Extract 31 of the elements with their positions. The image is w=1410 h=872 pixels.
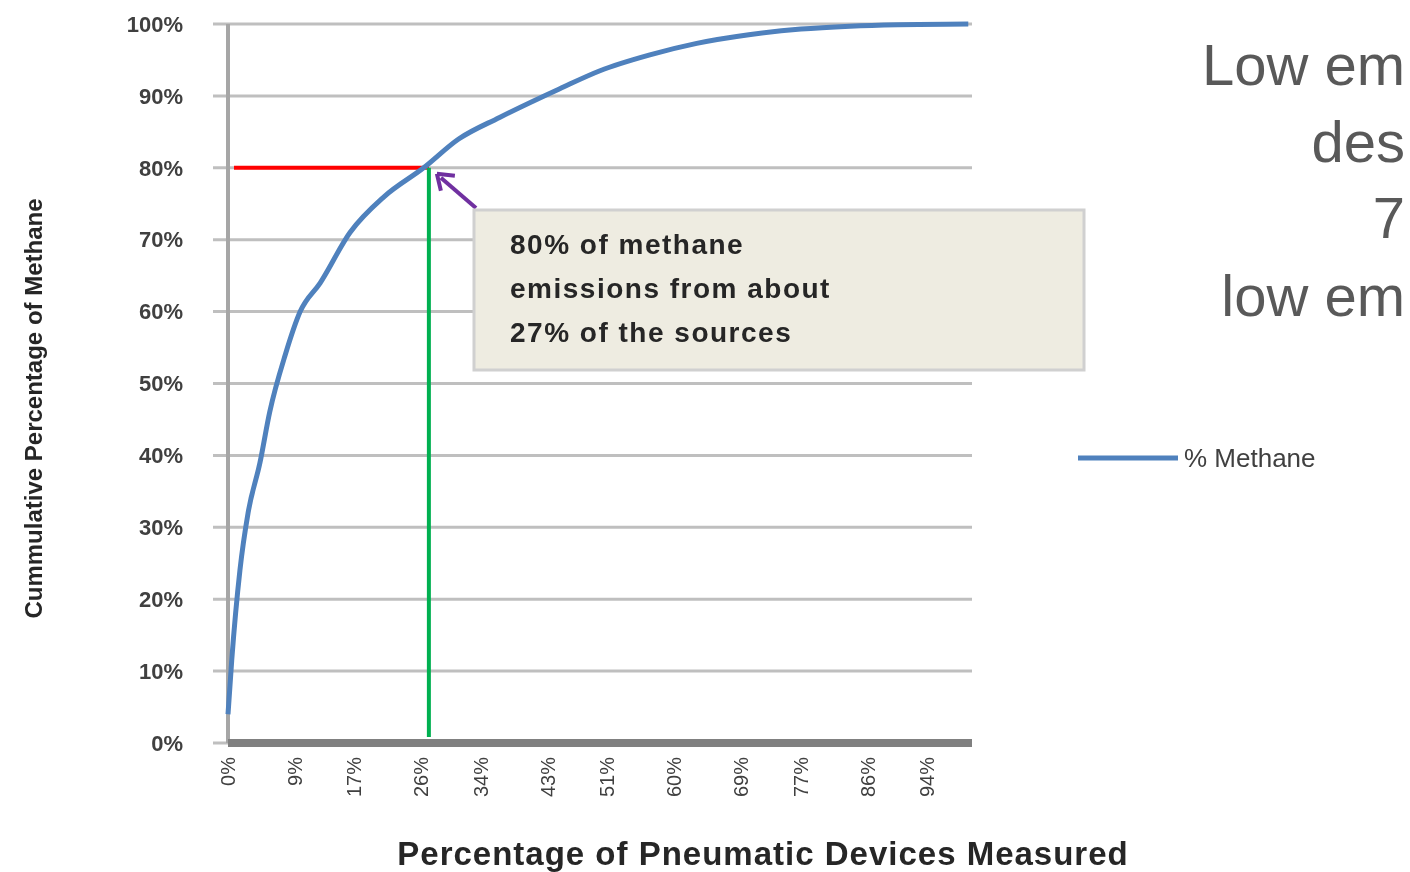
y-tick-label: 60% — [138, 299, 183, 325]
x-tick-label: 77% — [789, 756, 812, 798]
x-tick-label: 60% — [663, 756, 686, 798]
y-tick-label: 80% — [138, 155, 183, 181]
x-tick-label: 34% — [469, 756, 492, 798]
x-tick-label: 26% — [410, 756, 433, 798]
y-tick-label: 50% — [138, 371, 183, 397]
x-tick-label: 86% — [856, 756, 879, 798]
x-tick-label: 69% — [730, 756, 753, 798]
x-tick-label: 43% — [536, 756, 559, 798]
y-tick-label: 100% — [126, 11, 183, 37]
x-tick-label: 94% — [916, 756, 939, 798]
x-tick-label: 51% — [596, 756, 619, 798]
annotation: 80% of methane emissions from about 27% of the sources — [510, 229, 831, 348]
text: des — [1311, 109, 1405, 174]
x-tick-label: 9% — [283, 756, 306, 786]
y-tick-label: 20% — [138, 586, 183, 612]
y-tick-label: 90% — [138, 83, 183, 109]
text: 7 — [1372, 185, 1405, 250]
y-tick-label: 40% — [138, 443, 183, 469]
text: Low em — [1201, 32, 1405, 97]
y-tick-label: 70% — [138, 227, 183, 253]
y-tick-label: 30% — [138, 515, 183, 540]
legend-label: % Methane — [1184, 443, 1316, 474]
y-tick-label: 10% — [138, 658, 183, 684]
x-tick-label: 17% — [343, 756, 366, 798]
x-tick-label: 0% — [217, 756, 239, 786]
y-tick-label: 0% — [151, 730, 183, 756]
x-axis-title: Percentage of Pneumatic Devices Measured — [397, 835, 1129, 872]
text: low em — [1221, 263, 1405, 328]
y-axis-title: Cummulative Percentage of Methane — [20, 198, 47, 619]
